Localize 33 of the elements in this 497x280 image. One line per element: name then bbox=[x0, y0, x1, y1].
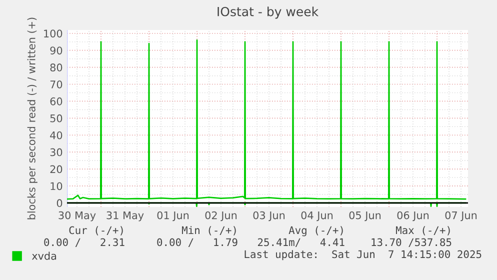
text: 25.41m/ 4.41 bbox=[258, 238, 344, 247]
line-series bbox=[67, 39, 466, 200]
y-tick-label: 40 bbox=[50, 131, 62, 140]
y-tick-label: 0 bbox=[56, 199, 62, 208]
y-tick-label: 80 bbox=[50, 64, 62, 72]
y-tick-label: 100 bbox=[44, 30, 62, 38]
text: Max (-/+) bbox=[396, 226, 450, 236]
x-tick-label: 02 Jun bbox=[205, 211, 237, 222]
y-tick-label: 20 bbox=[50, 165, 62, 174]
text: 0.00 / 2.31 bbox=[44, 238, 124, 247]
x-tick-label: 07 Jun bbox=[445, 211, 477, 222]
text: Avg (-/+) bbox=[288, 226, 343, 236]
y-tick-label: 70 bbox=[50, 80, 62, 88]
y-tick-label: 90 bbox=[50, 46, 62, 54]
x-tick-label: 30 May bbox=[58, 211, 96, 222]
y-tick-label: 60 bbox=[50, 97, 62, 106]
x-tick-label: 03 Jun bbox=[253, 211, 285, 222]
y-tick-label: 50 bbox=[50, 114, 62, 122]
x-tick-label: 05 Jun bbox=[349, 211, 381, 222]
x-tick-label: 04 Jun bbox=[301, 211, 333, 222]
x-tick-label: 06 Jun bbox=[397, 211, 429, 222]
text: Cur (-/+) bbox=[69, 226, 123, 236]
y-axis-title: blocks per second read (-) / written (+) bbox=[27, 18, 38, 220]
text: 13.70 /537.85 bbox=[372, 238, 452, 247]
x-tick-label: 01 Jun bbox=[157, 211, 189, 222]
legend-label: xvda bbox=[32, 252, 56, 260]
x-tick-label: 31 May bbox=[106, 211, 144, 222]
chart-title: IOstat - by week bbox=[218, 6, 319, 19]
text: Last update: Sat Jun 7 14:15:00 2025 bbox=[244, 250, 482, 260]
y-tick-label: 10 bbox=[50, 182, 62, 190]
y-tick-label: 30 bbox=[50, 148, 62, 156]
text: Min (-/+) bbox=[182, 226, 236, 236]
text: 0.00 / 1.79 bbox=[157, 238, 238, 247]
